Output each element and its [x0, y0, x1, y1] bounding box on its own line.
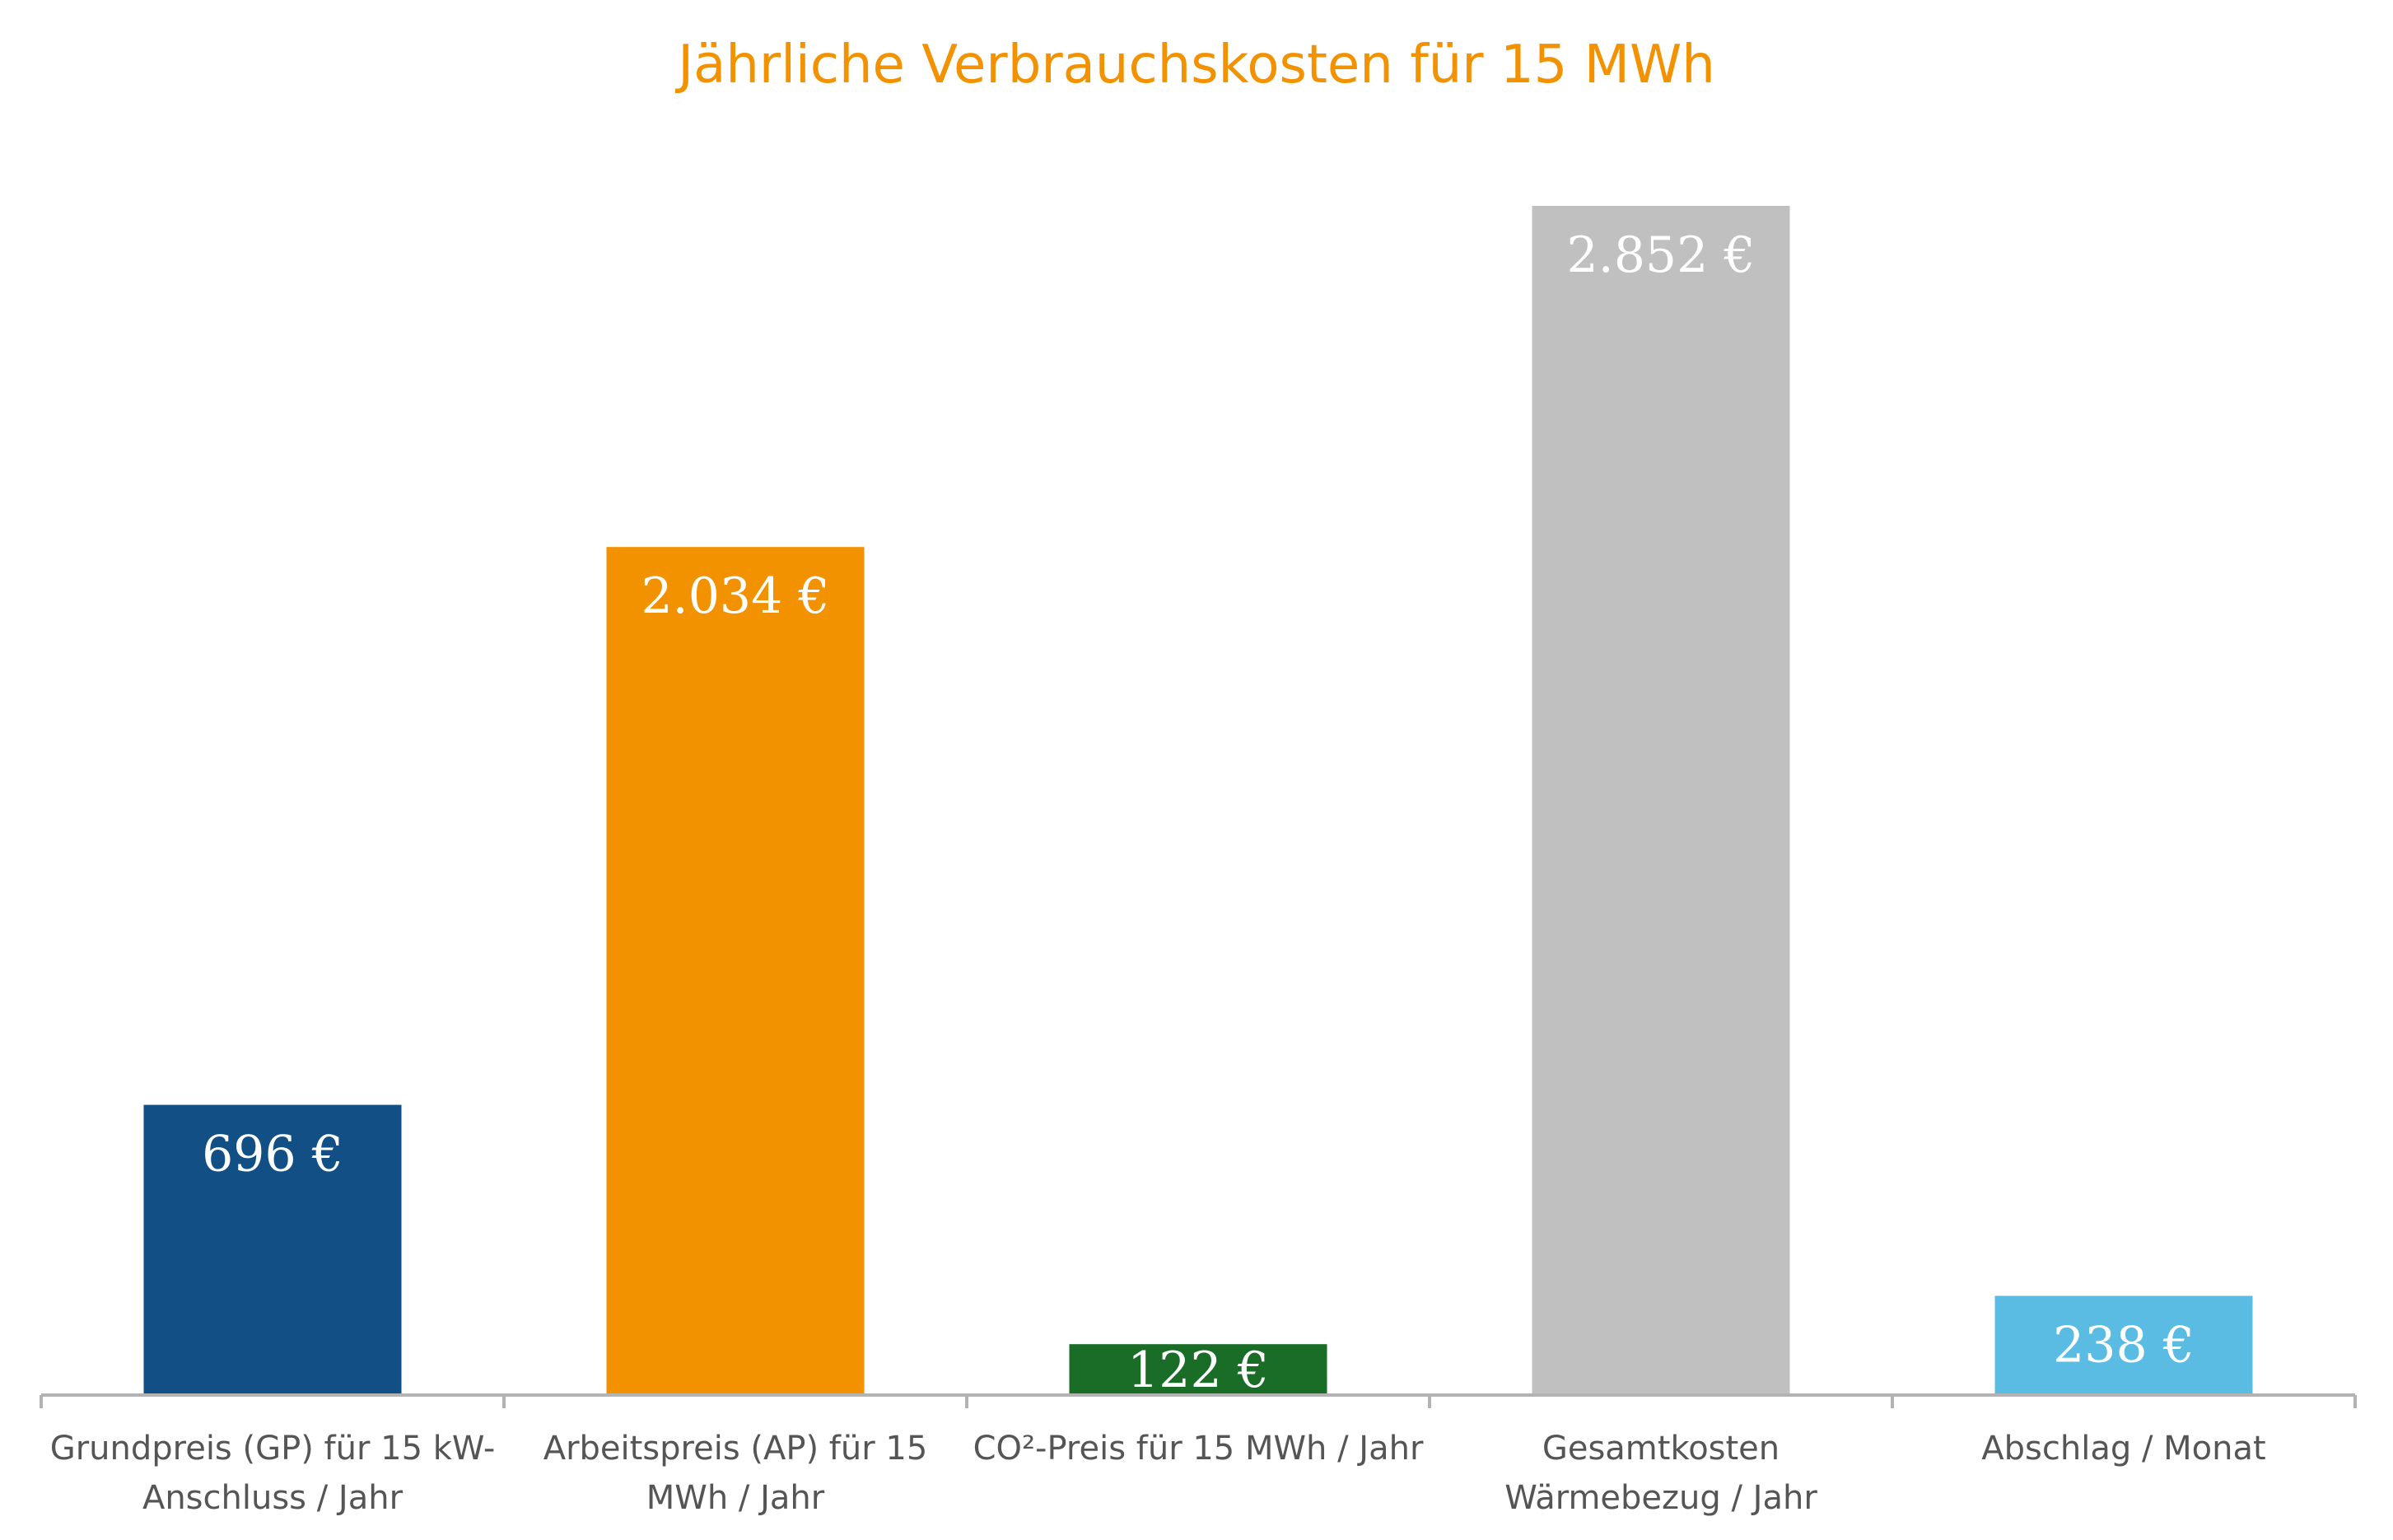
category-label-5: Abschlag / Monat: [1981, 1430, 2265, 1468]
value-label-1: 696 €: [202, 1126, 343, 1183]
category-label-3-line-1: CO²-Preis für 15 MWh / Jahr: [973, 1430, 1424, 1468]
value-label-3: 122 €: [1127, 1342, 1269, 1399]
value-labels-group: 696 € 2.034 € 122 € 2.852 € 238 €: [202, 226, 2195, 1399]
category-label-4-line-1: Gesamtkosten: [1542, 1430, 1780, 1468]
category-label-2: Arbeitspreis (AP) für 15 MWh / Jahr: [543, 1430, 928, 1517]
category-label-5-line-1: Abschlag / Monat: [1981, 1430, 2265, 1468]
bar-4: [1532, 206, 1790, 1395]
category-label-1: Grundpreis (GP) für 15 kW- Anschluss / Ja…: [50, 1430, 496, 1517]
category-labels-group: Grundpreis (GP) für 15 kW- Anschluss / Ja…: [50, 1430, 2266, 1517]
bars-group: [143, 206, 2253, 1396]
bar-1: [143, 1104, 402, 1395]
category-label-2-line-2: MWh / Jahr: [646, 1479, 825, 1517]
bar-2: [606, 547, 865, 1396]
category-label-2-line-1: Arbeitspreis (AP) für 15: [543, 1430, 928, 1468]
value-label-4: 2.852 €: [1566, 226, 1755, 284]
category-label-4-line-2: Wärmebezug / Jahr: [1504, 1479, 1817, 1517]
category-label-1-line-2: Anschluss / Jahr: [142, 1479, 403, 1517]
x-axis: [40, 1393, 2357, 1408]
bar-5: [1994, 1295, 2253, 1395]
category-label-4: Gesamtkosten Wärmebezug / Jahr: [1504, 1430, 1817, 1517]
value-label-5: 238 €: [2053, 1317, 2195, 1374]
category-label-1-line-1: Grundpreis (GP) für 15 kW-: [50, 1430, 496, 1468]
chart-title: Jährliche Verbrauchskosten für 15 MWh: [674, 35, 1715, 96]
category-label-3: CO²-Preis für 15 MWh / Jahr: [973, 1430, 1424, 1468]
value-label-2: 2.034 €: [641, 567, 829, 625]
bar-3: [1069, 1344, 1327, 1395]
